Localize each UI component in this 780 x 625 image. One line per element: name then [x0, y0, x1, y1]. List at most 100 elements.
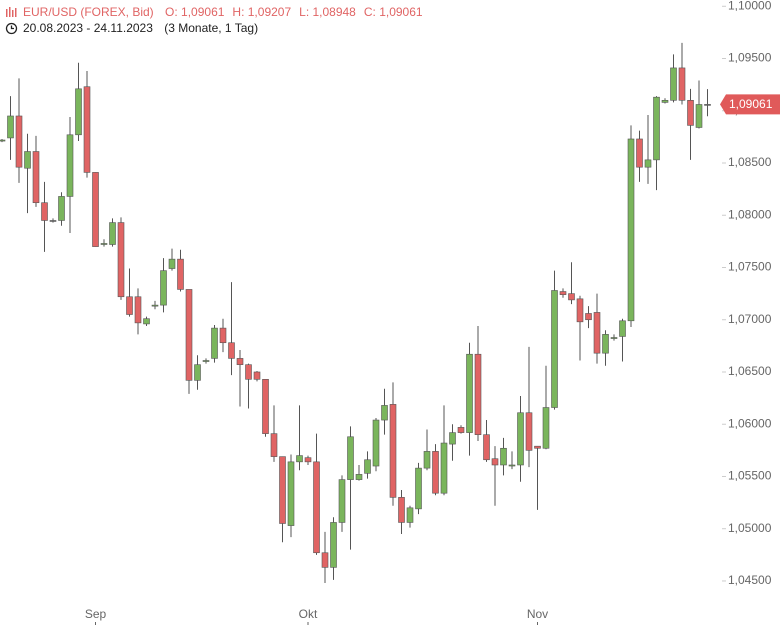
y-tick-label: 1,06500 [728, 364, 772, 378]
candle-body [440, 442, 448, 494]
candle-body [687, 100, 694, 126]
price-tag-label: 1,09061 [729, 97, 773, 111]
candle-body [432, 451, 439, 494]
candle-body [313, 461, 320, 554]
ohlc-label: C: 1,09061 [364, 5, 423, 19]
candle-body [568, 293, 575, 301]
candle-body [661, 100, 669, 103]
candle-body [185, 289, 193, 381]
candle-body [483, 434, 490, 461]
candle-body [194, 364, 201, 381]
candle-body [7, 115, 14, 139]
candle-body [49, 220, 57, 222]
candle-body [525, 412, 533, 451]
candle-body [508, 464, 516, 467]
candle-body [75, 88, 82, 136]
y-tick-label: 1,10000 [728, 0, 772, 12]
candle-body [338, 479, 346, 523]
candle-body [542, 407, 550, 449]
candle-body [457, 427, 465, 433]
candle-body [168, 258, 176, 269]
subtitle: 20.08.2023 - 24.11.2023 [23, 21, 153, 35]
y-tick-label: 1,06000 [728, 416, 772, 430]
y-tick-label: 1,05500 [728, 469, 772, 483]
chart-title: EUR/USD (FOREX, Bid) [23, 5, 154, 19]
candle-body [355, 474, 363, 480]
candle-body [92, 172, 99, 247]
candle-body [126, 296, 133, 315]
candle-body [24, 151, 31, 169]
candle-body [211, 327, 218, 359]
candle-body [143, 318, 150, 325]
candle-body [644, 159, 652, 168]
x-tick-label: Nov [527, 607, 548, 621]
candle-body [109, 222, 116, 245]
ohlc-label: L: 1,08948 [299, 5, 356, 19]
candle-body [449, 432, 456, 445]
candle-body [474, 353, 482, 435]
candle-body [279, 456, 286, 524]
candle-body [415, 467, 422, 510]
candle-body [270, 433, 278, 457]
candle-body [287, 461, 295, 526]
clock-icon [5, 22, 18, 35]
period: (3 Monate, 1 Tag) [164, 21, 258, 35]
price-tag [720, 94, 780, 115]
candle-body [58, 196, 65, 221]
chart-icon [6, 7, 17, 17]
candle-body [245, 364, 252, 380]
candle-body [389, 404, 397, 498]
candle-body [236, 358, 244, 365]
x-tick-label: Okt [299, 607, 318, 621]
candle-body [83, 86, 91, 173]
candle-body [602, 334, 609, 354]
candle-body [398, 497, 405, 523]
candle-body [466, 353, 473, 433]
y-tick-label: 1,08000 [728, 207, 772, 221]
candle-body [219, 327, 227, 344]
candle-body [423, 451, 431, 469]
candle-body [576, 298, 584, 323]
candle-body [678, 67, 686, 101]
candle-body [534, 445, 541, 449]
candle-body [381, 405, 388, 421]
ohlc-label: H: 1,09207 [232, 5, 291, 19]
candle-body [406, 507, 414, 523]
candle-body [100, 243, 108, 245]
candle-body [41, 202, 48, 221]
candle-body [228, 342, 235, 359]
candle-body [559, 291, 567, 295]
candle-body [347, 436, 354, 480]
x-tick-label: Sep [85, 607, 107, 621]
y-tick-label: 1,07000 [728, 312, 772, 326]
header-line: EUR/USD (FOREX, Bid) O: 1,09061 H: 1,0920… [23, 5, 423, 19]
candle-body [627, 138, 635, 322]
candle-body [551, 290, 558, 408]
candle-body [636, 138, 643, 168]
y-tick-label: 1,07500 [728, 260, 772, 274]
candle-body [585, 313, 592, 321]
candle-body [160, 270, 167, 306]
ohlc-label: O: 1,09061 [165, 5, 225, 19]
candle-body [202, 360, 210, 362]
candle-body [330, 522, 337, 568]
candle-body [670, 67, 677, 101]
subtitle-line: 20.08.2023 - 24.11.2023 (3 Monate, 1 Tag… [23, 21, 258, 35]
candle-body [253, 371, 261, 380]
candle-body [117, 222, 125, 298]
candle-body [66, 134, 74, 197]
y-tick-label: 1,08500 [728, 155, 772, 169]
candle-body [610, 337, 618, 339]
candle-body [151, 304, 159, 307]
candle-body [177, 258, 184, 290]
candle-body [619, 320, 626, 337]
candle-body [372, 419, 380, 467]
candle-body [500, 447, 507, 466]
candle-body [304, 457, 312, 463]
candle-body [695, 104, 703, 128]
candle-body [262, 379, 269, 434]
candle-body [134, 296, 142, 324]
candle-body [15, 115, 23, 168]
y-tick-label: 1,09500 [728, 51, 772, 65]
